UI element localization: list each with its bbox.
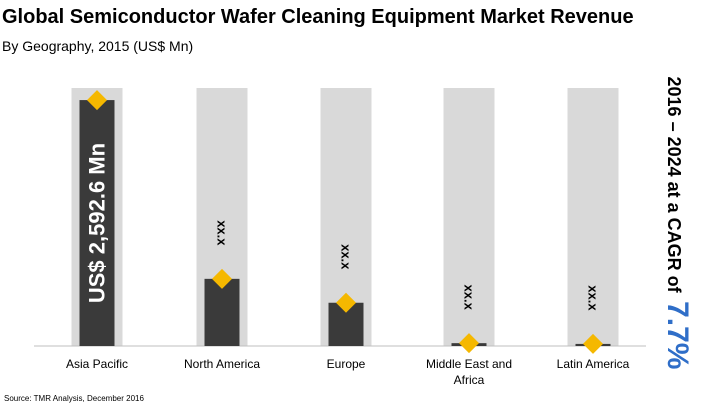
x-tick-label-latin-america: Latin America <box>557 357 630 371</box>
chart-title: Global Semiconductor Wafer Cleaning Equi… <box>2 6 634 28</box>
value-label-europe: xx.x <box>339 244 354 270</box>
bar-track-middle-east-and-africa <box>443 88 495 346</box>
x-tick-label-middle-east-and-africa: Middle East and Africa <box>426 357 512 387</box>
bar-track-latin-america <box>567 88 619 346</box>
x-tick-label-north-america: North America <box>184 357 260 371</box>
x-tick-label-asia-pacific: Asia Pacific <box>66 357 128 371</box>
chart-subtitle: By Geography, 2015 (US$ Mn) <box>2 38 194 54</box>
value-label-middle-east-and-africa: xx.x <box>462 284 477 310</box>
cagr-value: 7.7% <box>661 300 694 369</box>
x-tick-label-europe: Europe <box>327 357 366 371</box>
cagr-callout: 2016 – 2024 at a CAGR of 7.7% <box>649 75 705 370</box>
cagr-prefix: 2016 – 2024 at a CAGR of <box>664 76 684 293</box>
value-label-latin-america: xx.x <box>586 285 601 311</box>
diamond-marker-latin-america <box>583 333 603 354</box>
value-label-north-america: xx.x <box>215 220 230 246</box>
diamond-marker-middle-east-and-africa <box>459 333 479 354</box>
bar-north-america <box>204 278 240 346</box>
value-label-asia-pacific: US$ 2,592.6 Mn <box>85 143 110 303</box>
diamond-marker-north-america <box>212 268 232 289</box>
diamond-marker-asia-pacific <box>87 90 107 111</box>
bar-asia-pacific <box>79 100 115 347</box>
diamond-marker-europe <box>336 292 356 313</box>
source-note: Source: TMR Analysis, December 2016 <box>4 394 144 403</box>
